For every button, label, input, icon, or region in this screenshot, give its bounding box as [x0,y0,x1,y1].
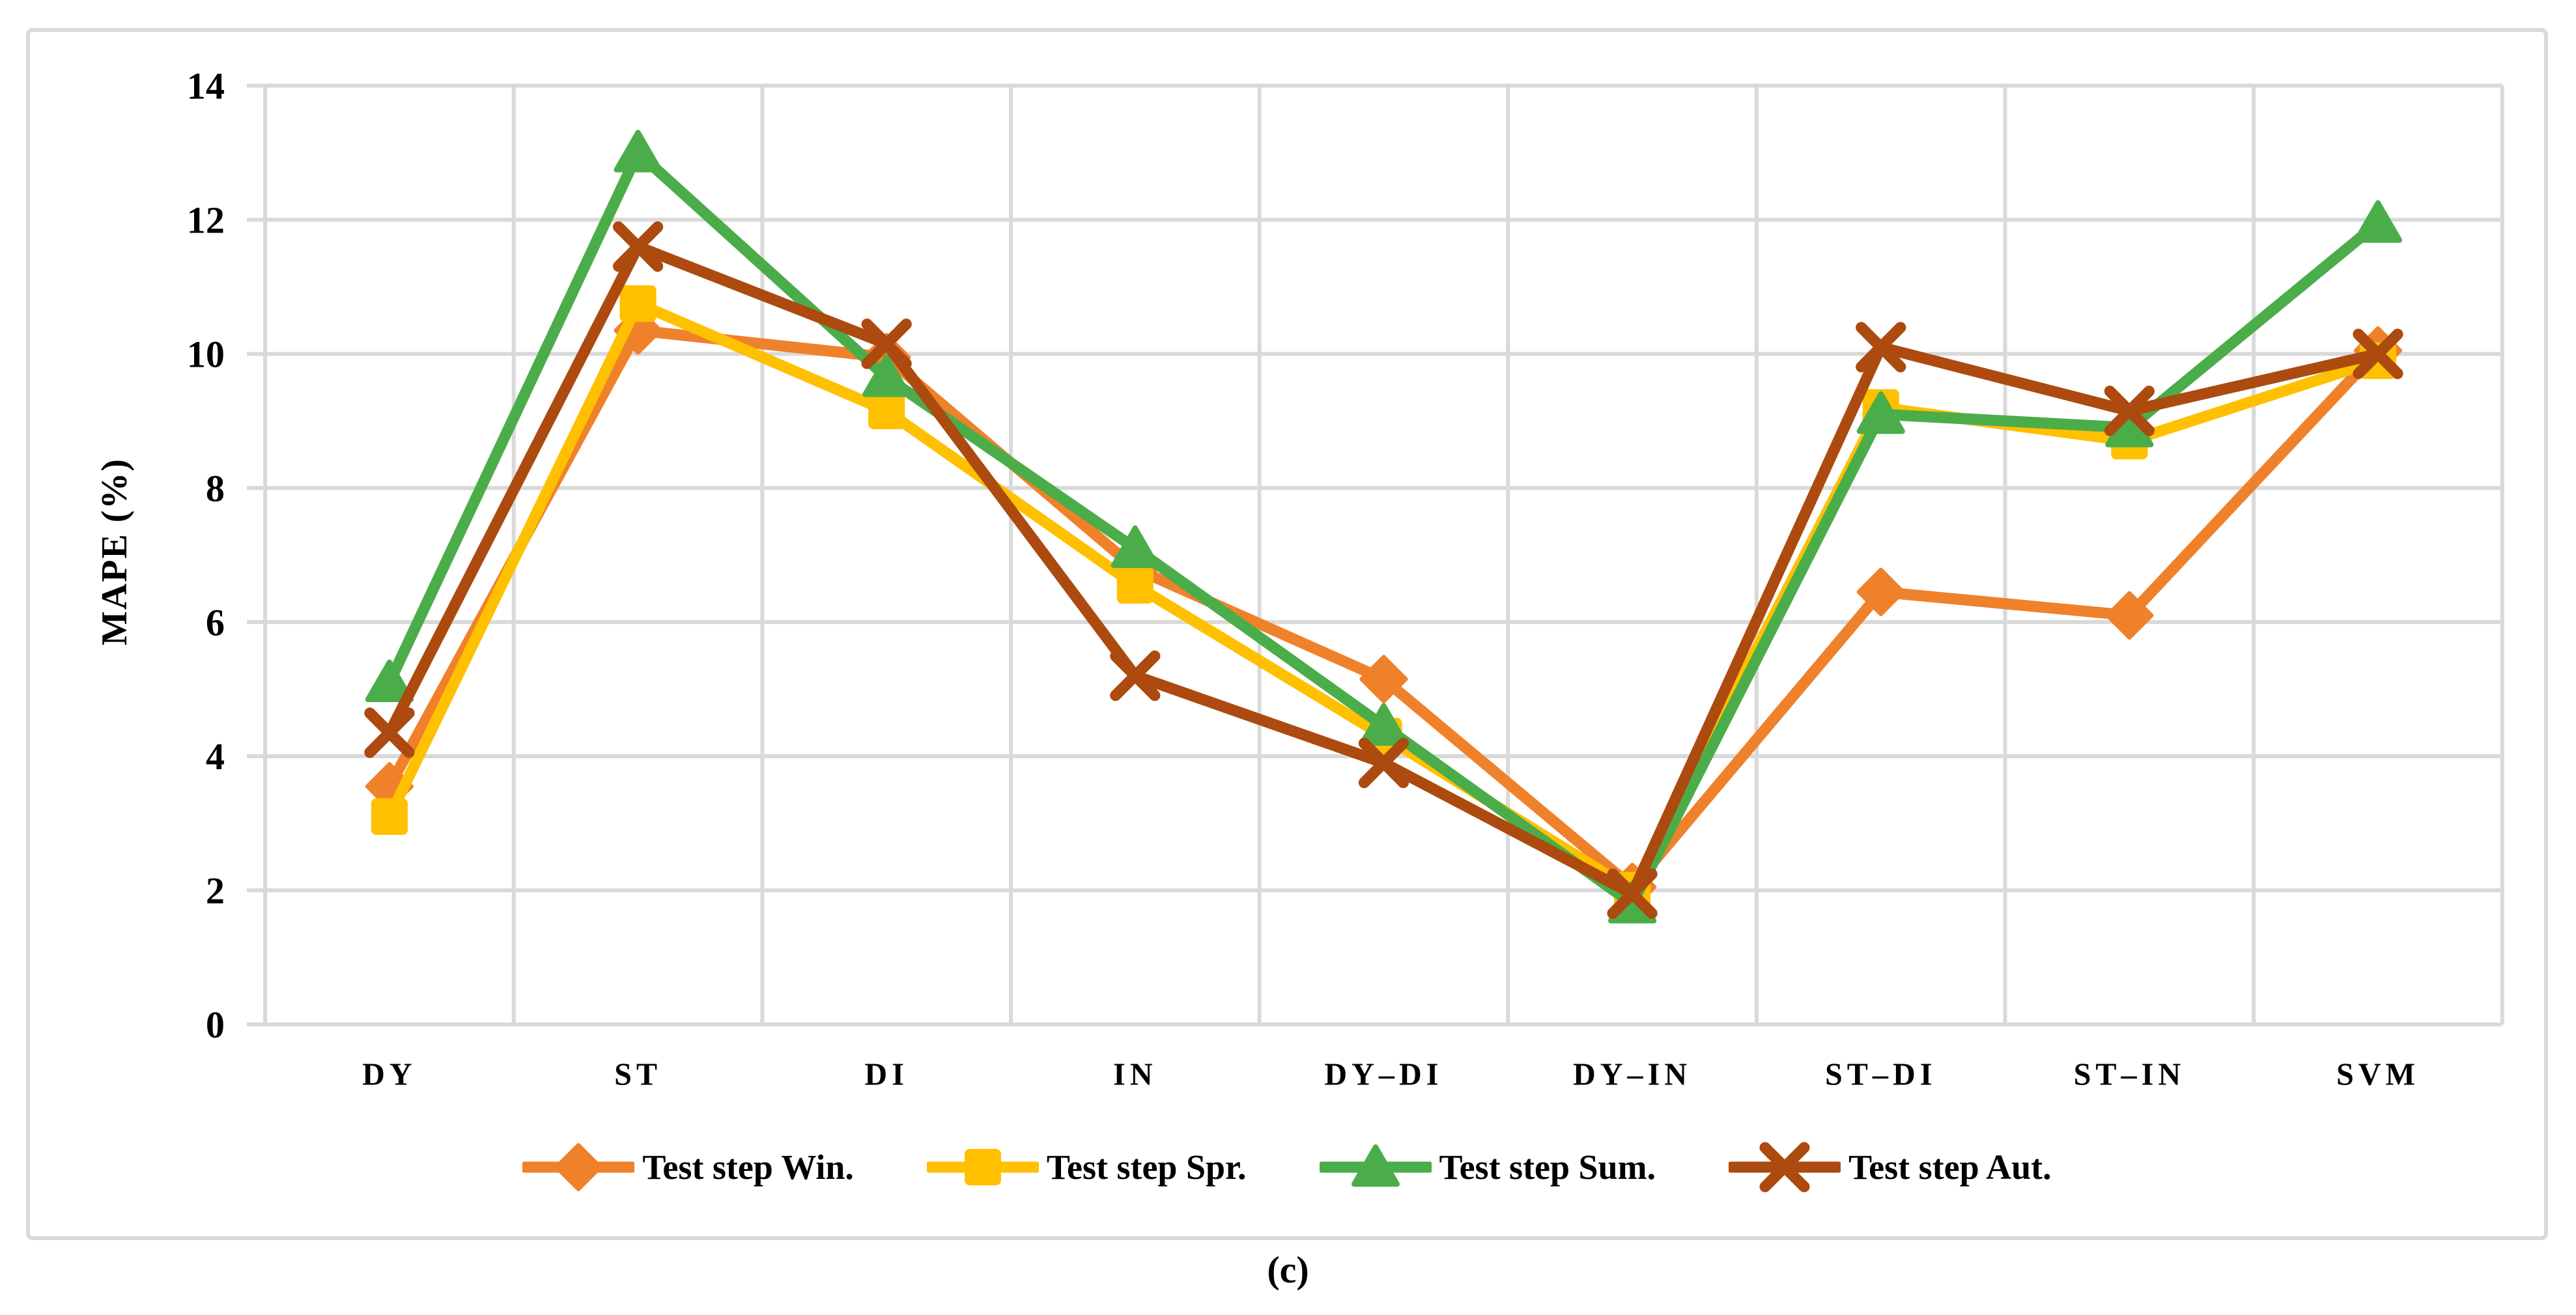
legend-marker-triangle-icon [1319,1144,1432,1187]
series-marker [868,392,905,430]
y-tick-label: 12 [187,199,225,241]
legend-label: Test step Sum. [1439,1148,1656,1187]
y-tick-label: 4 [206,735,225,778]
x-axis-label: SVM [2336,1057,2420,1092]
chart-frame: 0 2 4 6 8 10 12 14 DY ST DI IN DY–DI DY–IN ST–DI ST–IN S… [26,28,2548,1240]
series-line-1 [384,298,2384,896]
x-axis-label: DY–IN [1573,1057,1691,1092]
legend-marker-square-icon [926,1149,1039,1185]
series-marker [364,707,415,758]
y-tick-label: 10 [187,333,225,375]
x-axis-label: ST [614,1057,662,1092]
series-marker [365,659,414,703]
legend-label: Test step Spr. [1046,1148,1247,1187]
y-tick-label: 6 [206,601,225,643]
series-marker [1116,567,1154,604]
y-tick-label: 0 [206,1004,225,1046]
series-marker [1359,655,1408,703]
series-marker [1856,322,1906,373]
series-marker [2104,386,2155,436]
x-axis-label: DY [362,1057,417,1092]
series-marker [1856,567,1905,617]
legend-item-3: Test step Aut. [1729,1137,2052,1197]
series-2 [365,130,2403,924]
legend-label: Test step Aut. [1848,1148,2052,1187]
series-marker [1607,868,1658,919]
series-marker [2105,591,2154,640]
series-marker [862,354,911,397]
x-axis-label: ST–IN [2074,1057,2186,1092]
chart-legend: Test step Win. Test step Spr. Test step Su… [30,1131,2544,1203]
x-axis-label: DI [864,1057,909,1092]
x-axis-label: IN [1113,1057,1157,1092]
y-tick-label: 2 [206,870,225,912]
legend-item-2: Test step Sum. [1319,1137,1656,1197]
series-marker [619,285,657,322]
legend-item-0: Test step Win. [522,1137,854,1197]
series-1 [371,285,2397,909]
legend-marker-x-icon [1729,1142,1841,1193]
series-marker [2353,200,2403,243]
chart-plot-svg: 0 2 4 6 8 10 12 14 DY ST DI IN DY–DI DY–IN ST–DI ST–IN S… [187,65,2504,1092]
series-marker [1110,650,1161,701]
legend-marker [1759,1142,1810,1193]
series-line-0 [384,324,2384,893]
series-marker [614,130,662,173]
y-tick-label: 8 [206,467,225,509]
legend-marker [554,1143,603,1191]
legend-marker-diamond-icon [522,1143,635,1191]
legend-label: Test step Win. [642,1148,854,1187]
series-marker [371,798,408,835]
series-marker [861,318,912,369]
x-axis-label: ST–DI [1825,1057,1937,1092]
legend-marker [964,1149,1001,1185]
series-marker [1358,737,1409,789]
y-axis-title: MAPE (%) [94,457,135,646]
series-marker [1111,525,1159,569]
series-marker [1359,703,1408,746]
series-marker [1856,391,1905,434]
series-line-3 [384,241,2384,899]
y-tick-label: 14 [187,65,225,107]
legend-item-1: Test step Spr. [926,1137,1247,1197]
legend-marker [1351,1144,1400,1187]
series-3 [364,221,2403,919]
series-marker [2353,328,2403,380]
figure-caption: (c) [1267,1249,1309,1291]
series-marker [612,221,664,272]
x-axis-label: DY–DI [1324,1057,1443,1092]
